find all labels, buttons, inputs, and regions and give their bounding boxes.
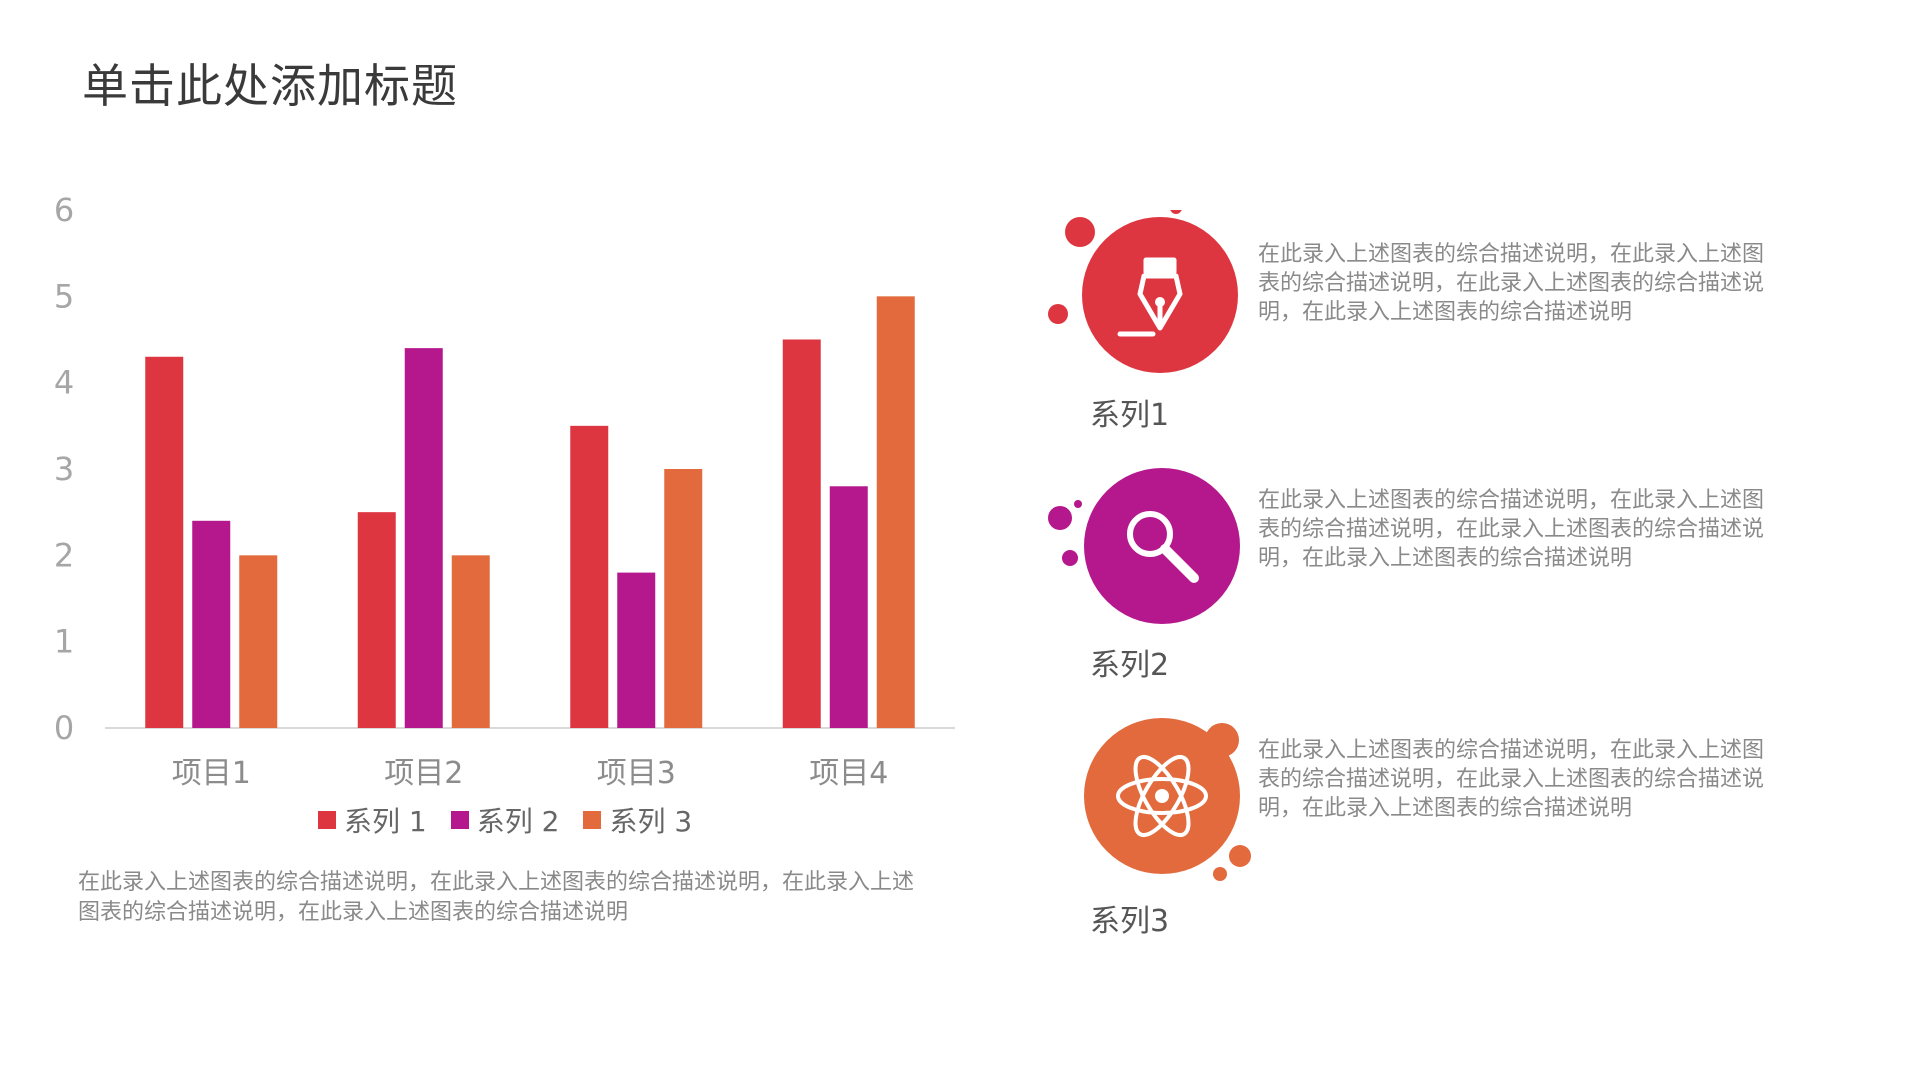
legend-label-series-2: 系列 2 [476,805,560,838]
bar-series-1-项目2 [357,512,396,728]
legend-item-series-3: 系列 3 [583,800,692,840]
y-tick-label: 5 [54,277,74,315]
x-tick-label: 项目1 [172,756,251,791]
bar-series-3-项目4 [876,296,915,728]
bar-series-3-项目3 [664,469,703,728]
series-card-1: 系列1 在此录入上述图表的综合描述说明，在此录入上述图表的综合描述说明，在此录入… [1040,210,1800,450]
bar-series-2-项目3 [617,572,656,728]
legend-label-series-1: 系列 1 [344,805,427,838]
legend-swatch-series-1 [318,811,336,829]
series-1-badge [1040,210,1260,410]
bar-chart: 0 1 2 3 4 5 6 项目1 项目2 项目3 项目4 [54,191,955,791]
y-tick-label: 1 [54,623,74,661]
atom-icon [1116,754,1208,838]
series-card-3: 系列3 在此录入上述图表的综合描述说明，在此录入上述图表的综合描述说明，在此录入… [1040,716,1800,956]
series-description-2: 在此录入上述图表的综合描述说明，在此录入上述图表的综合描述说明，在此录入上述图表… [1258,488,1765,571]
x-tick-label: 项目4 [809,756,888,791]
y-tick-label: 0 [54,709,74,747]
series-card-2: 系列2 在此录入上述图表的综合描述说明，在此录入上述图表的综合描述说明，在此录入… [1040,460,1800,700]
series-description-1: 在此录入上述图表的综合描述说明，在此录入上述图表的综合描述说明，在此录入上述图表… [1258,242,1765,325]
bar-series-2-项目4 [829,486,868,728]
x-tick-label: 项目2 [384,756,463,791]
y-tick-label: 3 [54,450,74,488]
x-tick-label: 项目3 [597,756,676,791]
bar-series-1-项目4 [782,339,821,728]
series-name-3: 系列3 [1090,904,1170,939]
series-description-3: 在此录入上述图表的综合描述说明，在此录入上述图表的综合描述说明，在此录入上述图表… [1258,738,1765,821]
bar-series-2-项目1 [192,520,231,728]
bar-series-3-项目2 [451,555,490,728]
series-name-1: 系列1 [1090,398,1170,433]
legend-item-series-2: 系列 2 [450,800,560,840]
legend-swatch-series-2 [450,811,469,829]
chart-legend: 系列 1 系列 2 系列 3 [318,800,692,840]
y-tick-label: 2 [54,536,74,574]
legend-item-series-1: 系列 1 [318,800,427,840]
bar-series-2-项目2 [404,348,443,728]
bar-series-3-项目1 [239,555,278,728]
magnifier-icon [1127,511,1199,583]
legend-label-series-3: 系列 3 [609,805,693,838]
bar-series-1-项目1 [145,356,184,728]
legend-swatch-series-3 [583,811,602,829]
y-tick-label: 4 [54,364,74,402]
series-3-badge [1040,716,1260,916]
bar-series-1-项目3 [570,425,609,728]
y-tick-label: 6 [54,191,74,229]
page-title: 单击此处添加标题 [82,59,458,113]
chart-description: 在此录入上述图表的综合描述说明，在此录入上述图表的综合描述说明，在此录入上述图表… [78,870,915,925]
series-name-2: 系列2 [1090,648,1170,683]
series-2-badge [1040,460,1260,660]
pen-nib-icon [1117,257,1183,337]
